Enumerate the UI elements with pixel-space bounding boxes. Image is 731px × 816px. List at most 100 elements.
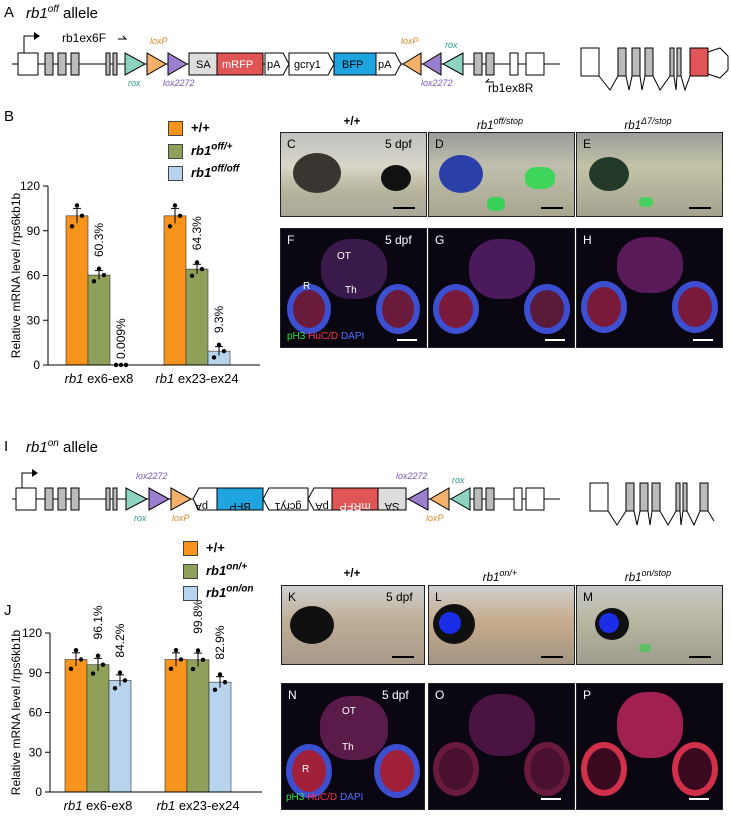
y-axis-label: Relative mRNA level /rps6kb1b — [9, 192, 23, 358]
data-point — [101, 272, 107, 278]
y-tick-label: 0 — [35, 785, 42, 799]
data-point — [195, 648, 201, 653]
svg-text:gcry1: gcry1 — [275, 500, 302, 512]
legend-label: rb1on/on — [206, 584, 254, 601]
panel-a-title: rb1off allele — [26, 4, 99, 22]
y-tick-label: 30 — [29, 745, 43, 759]
svg-text:mRFP: mRFP — [339, 500, 370, 512]
svg-text:pA: pA — [378, 59, 392, 71]
bar-percent-label: 96.1% — [91, 605, 105, 639]
svg-text:rox: rox — [445, 40, 458, 50]
image-h: H — [576, 228, 723, 348]
bar-percent-label: 0.009% — [114, 318, 128, 359]
data-point — [122, 678, 128, 683]
legend-label: +/+ — [191, 120, 210, 135]
column-header: rb1on/stop — [624, 568, 672, 584]
svg-text:BFP: BFP — [229, 500, 250, 512]
image-k: K 5 dpf — [281, 585, 425, 665]
bar — [86, 664, 110, 793]
y-tick-label: 90 — [29, 666, 43, 680]
svg-text:pA: pA — [194, 500, 208, 512]
svg-text:loxP: loxP — [172, 513, 190, 523]
bar-percent-label: 9.3% — [212, 305, 226, 333]
data-point — [190, 666, 196, 672]
data-point — [69, 224, 75, 229]
data-point — [78, 657, 84, 662]
column-header: rb1Δ7/stop — [624, 116, 672, 132]
legend-item: rb1on/+ — [183, 562, 247, 580]
panel-b-letter: B — [4, 108, 15, 125]
y-tick-label: 30 — [27, 313, 41, 327]
legend-item: +/+ — [168, 120, 210, 137]
legend-swatch — [183, 541, 198, 557]
legend-item: rb1off/+ — [168, 142, 232, 160]
y-tick-label: 60 — [27, 269, 41, 283]
bar — [186, 659, 210, 793]
data-point — [200, 657, 206, 662]
primer-r-label: rb1ex8R — [488, 81, 534, 95]
svg-text:loxP: loxP — [401, 36, 419, 46]
image-p: P — [576, 683, 723, 810]
data-point — [168, 666, 174, 671]
svg-text:SA: SA — [384, 500, 399, 512]
column-header: +/+ — [343, 568, 361, 580]
data-point — [95, 653, 101, 658]
panel-i-title: rb1on allele — [26, 438, 99, 456]
data-point — [91, 279, 97, 284]
data-point — [96, 266, 102, 271]
data-point — [117, 670, 123, 675]
bar — [208, 681, 232, 793]
image-f: F 5 dpf OT R Th pH3 HuC/D DAPI — [280, 228, 427, 348]
data-point — [167, 224, 173, 229]
data-point — [79, 213, 85, 219]
bar — [185, 268, 209, 366]
bar-percent-label: 84.2% — [113, 623, 127, 657]
svg-text:rox: rox — [452, 475, 465, 485]
image-e: E — [576, 132, 723, 217]
bar-percent-label: 82.9% — [213, 625, 227, 659]
y-tick-label: 0 — [33, 358, 40, 372]
data-point — [178, 657, 184, 662]
panel-j-letter: J — [4, 602, 12, 619]
image-d: D — [428, 132, 575, 217]
image-n: N 5 dpf OT Th R pH3 HuC/D DAPI — [281, 683, 425, 810]
legend-item: +/+ — [183, 540, 225, 557]
data-point — [68, 666, 74, 671]
category-label: rb1 ex6-ex8 — [65, 371, 134, 386]
panel-a-letter: A — [4, 4, 15, 21]
y-tick-label: 90 — [27, 224, 41, 238]
legend-item: rb1on/on — [183, 584, 254, 602]
legend-label: rb1off/off — [191, 164, 240, 181]
data-point — [221, 348, 227, 354]
data-point — [90, 671, 96, 676]
bar-percent-label: 64.3% — [190, 216, 204, 250]
primer-f-label: rb1ex6F — [62, 31, 106, 45]
image-m: M — [576, 585, 723, 665]
data-point — [216, 342, 222, 348]
y-tick-label: 60 — [29, 706, 43, 720]
y-axis-label: Relative mRNA level /rps6kb1b — [9, 629, 23, 795]
svg-text:lox2272: lox2272 — [421, 78, 453, 88]
bar-percent-label: 60.3% — [92, 223, 106, 257]
legend-swatch — [168, 121, 183, 137]
svg-text:lox2272: lox2272 — [136, 471, 168, 481]
category-label: rb1 ex23-ex24 — [155, 371, 238, 386]
legend-item: rb1off/off — [168, 164, 240, 182]
data-point — [177, 213, 183, 219]
data-point — [100, 662, 106, 667]
bar — [164, 659, 188, 793]
category-label: rb1 ex23-ex24 — [156, 798, 239, 813]
bar-percent-label: 99.8% — [191, 599, 205, 633]
svg-text:pA: pA — [315, 500, 329, 512]
svg-text:SA: SA — [196, 59, 211, 71]
legend-swatch — [168, 144, 183, 160]
bar — [87, 274, 111, 366]
data-point — [211, 355, 217, 360]
image-o: O — [428, 683, 575, 810]
svg-text:loxP: loxP — [150, 36, 168, 46]
image-g: G — [428, 228, 575, 348]
svg-text:BFP: BFP — [342, 59, 363, 71]
svg-text:mRFP: mRFP — [222, 59, 253, 71]
column-header: rb1on/+ — [482, 568, 518, 584]
